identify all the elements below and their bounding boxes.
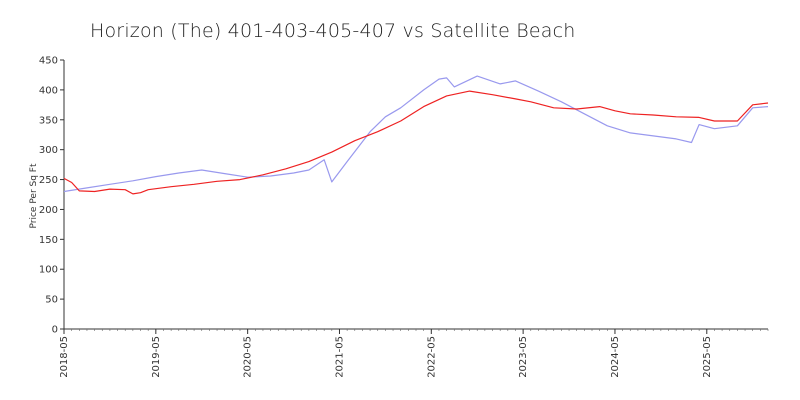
y-tick-label: 450 <box>39 56 58 67</box>
y-axis-title: Price Per Sq Ft <box>29 163 39 228</box>
series-line-1 <box>63 75 769 193</box>
chart-title: Horizon (The) 401-403-405-407 vs Satelli… <box>90 20 576 42</box>
y-tick-label: 250 <box>39 175 58 186</box>
x-tick-label: 2025-05 <box>702 336 713 378</box>
y-tick-label: 0 <box>52 325 58 336</box>
x-tick-label: 2020-05 <box>243 336 254 378</box>
series-lines <box>63 75 769 195</box>
x-tick-label: 2024-05 <box>610 336 621 378</box>
x-tick-label: 2018-05 <box>59 336 70 378</box>
x-tick-label: 2023-05 <box>518 336 529 378</box>
y-tick-label: 350 <box>39 115 58 126</box>
y-tick-label: 300 <box>39 145 58 156</box>
axes: 0 50 100 150 200 250 300 350 400 450 2018-05 2019-0… <box>39 56 769 378</box>
x-tick-label: 2021-05 <box>334 336 345 378</box>
y-tick-label: 200 <box>39 205 58 216</box>
series-line-2 <box>63 90 769 195</box>
x-tick-label: 2019-05 <box>151 336 162 378</box>
x-tick-label: 2022-05 <box>426 336 437 378</box>
y-tick-label: 50 <box>45 295 58 306</box>
y-tick-label: 100 <box>39 265 58 276</box>
y-tick-label: 400 <box>39 85 58 96</box>
y-tick-label: 150 <box>39 235 58 246</box>
